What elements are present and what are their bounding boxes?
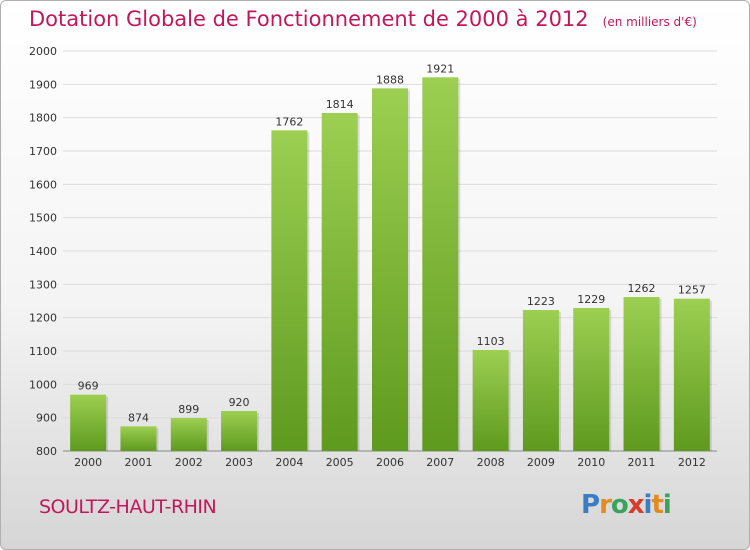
data-label: 1262 — [628, 282, 656, 295]
x-tick-label: 2012 — [678, 456, 706, 469]
y-tick-label: 2000 — [29, 45, 57, 58]
y-tick-label: 1300 — [29, 278, 57, 291]
bar-2003 — [221, 411, 258, 451]
chart-unit: (en milliers d'€) — [602, 15, 697, 29]
data-label: 899 — [178, 403, 199, 416]
x-tick-label: 2010 — [577, 456, 605, 469]
data-label: 1888 — [376, 73, 404, 86]
x-tick-label: 2009 — [527, 456, 555, 469]
data-label: 1229 — [577, 293, 605, 306]
y-tick-label: 900 — [36, 412, 57, 425]
y-tick-label: 1000 — [29, 378, 57, 391]
bar-2010 — [573, 308, 610, 451]
data-labels: 969 874 899 920 1762 1814 1888 1921 1103 1223 1229… — [78, 62, 706, 424]
data-label: 1921 — [426, 62, 454, 75]
town-name: SOULTZ-HAUT-RHIN — [39, 496, 217, 518]
data-label: 920 — [229, 396, 250, 409]
chart-title: Dotation Globale de Fonctionnement de 20… — [29, 7, 697, 31]
bar-2001 — [120, 426, 157, 451]
y-tick-label: 1700 — [29, 145, 57, 158]
x-tick-label: 2003 — [225, 456, 253, 469]
bar-2006 — [372, 88, 408, 451]
bar-2007 — [422, 77, 459, 451]
x-tick-label: 2001 — [124, 456, 152, 469]
bar-2000 — [70, 394, 107, 451]
data-label: 1257 — [678, 284, 706, 297]
bar-2012 — [673, 298, 710, 451]
data-label: 874 — [128, 411, 149, 424]
bar-2008 — [472, 350, 509, 451]
bar-2002 — [170, 418, 207, 451]
x-tick-label: 2005 — [326, 456, 354, 469]
y-tick-label: 1100 — [29, 345, 57, 358]
x-tick-label: 2007 — [426, 456, 454, 469]
y-tick-label: 1200 — [29, 312, 57, 325]
y-axis-labels: 800 900 1000 1100 1200 1300 1400 1500 1600 1700 18… — [29, 45, 57, 458]
data-label: 1814 — [326, 98, 354, 111]
y-tick-label: 800 — [36, 445, 57, 458]
y-tick-label: 1600 — [29, 178, 57, 191]
bars — [70, 77, 712, 452]
bar-2011 — [623, 297, 660, 451]
y-tick-label: 1800 — [29, 112, 57, 125]
bar-2009 — [522, 310, 559, 451]
proxiti-logo: Proxiti — [581, 490, 672, 520]
y-tick-label: 1500 — [29, 212, 57, 225]
x-tick-label: 2004 — [275, 456, 303, 469]
data-label: 1762 — [275, 115, 303, 128]
x-tick-label: 2008 — [477, 456, 505, 469]
data-label: 1223 — [527, 295, 555, 308]
y-tick-label: 1900 — [29, 78, 57, 91]
x-tick-label: 2006 — [376, 456, 404, 469]
chart-title-text: Dotation Globale de Fonctionnement de 20… — [29, 7, 589, 31]
data-label: 1103 — [477, 335, 505, 348]
x-tick-label: 2000 — [74, 456, 102, 469]
x-tick-label: 2011 — [628, 456, 656, 469]
x-tick-label: 2002 — [175, 456, 203, 469]
data-label: 969 — [78, 380, 99, 393]
bar-2004 — [271, 130, 308, 452]
bar-2005 — [321, 113, 358, 451]
x-axis-labels: 2000 2001 2002 2003 2004 2005 2006 2007 2008 2009… — [74, 456, 706, 469]
y-tick-label: 1400 — [29, 245, 57, 258]
